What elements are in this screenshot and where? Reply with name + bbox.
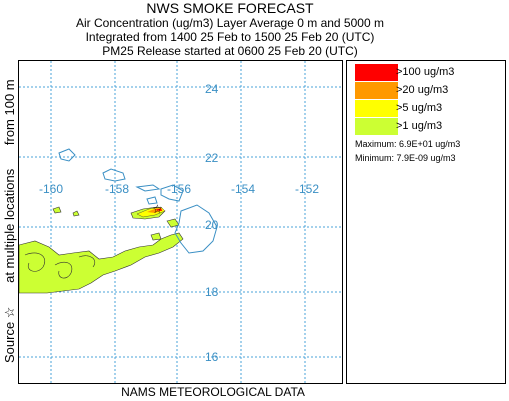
legend-swatch: [355, 100, 398, 117]
map-canvas: ☆ -160 -158 -156 -154 -152 24 22 20 18 1…: [19, 61, 342, 383]
maximum-value: Maximum: 6.9E+01 ug/m3: [355, 139, 461, 149]
lat-label-22: 22: [205, 151, 219, 165]
legend-swatch: [355, 82, 398, 99]
lat-label-24: 24: [205, 82, 219, 96]
lon-label-156: -156: [167, 182, 191, 196]
source-star-icon: ☆: [152, 202, 163, 216]
release-start: PM25 Release started at 0600 25 Feb 20 (…: [102, 44, 358, 58]
legend-item-gt1: >1 ug/m3: [355, 118, 500, 135]
legend-panel: >100 ug/m3 >20 ug/m3 >5 ug/m3 >1 ug/m3 M…: [346, 60, 506, 384]
legend-swatch: [355, 118, 398, 135]
graticule-labels: -160 -158 -156 -154 -152 24 22 20 18 16: [39, 82, 319, 364]
lat-label-16: 16: [205, 350, 219, 364]
lon-label-158: -158: [105, 182, 129, 196]
graticule: [19, 61, 342, 383]
source-label-part3: from 100 m: [2, 79, 17, 146]
lon-label-154: -154: [231, 182, 255, 196]
legend-item-gt5: >5 ug/m3: [355, 100, 500, 117]
meteorological-data-label: NAMS METEOROLOGICAL DATA: [121, 385, 305, 399]
smoke-swirl: [24, 252, 96, 279]
lon-label-160: -160: [39, 182, 63, 196]
source-label: Source ☆ at multiple locations from 100 …: [2, 73, 18, 373]
smoke-map: ☆ -160 -158 -156 -154 -152 24 22 20 18 1…: [18, 60, 343, 384]
legend-label: >1 ug/m3: [396, 120, 443, 132]
hawaii-big-island: [174, 204, 218, 254]
coastlines: [58, 148, 218, 254]
legend-label: >100 ug/m3: [396, 66, 455, 78]
oahu: [102, 168, 126, 182]
kauai: [58, 148, 76, 162]
molokai: [135, 184, 161, 192]
maui: [160, 184, 184, 202]
lon-label-152: -152: [295, 182, 319, 196]
legend-item-gt20: >20 ug/m3: [355, 82, 500, 99]
legend-swatch: [355, 64, 398, 81]
smoke-gt100: [155, 208, 162, 211]
smoke-gt1: [19, 206, 184, 294]
lat-label-20: 20: [205, 218, 219, 232]
concentration-description: Air Concentration (ug/m3) Layer Average …: [76, 16, 384, 30]
lanai: [146, 196, 158, 205]
legend-label: >5 ug/m3: [396, 102, 443, 114]
integration-period: Integrated from 1400 25 Feb to 1500 25 F…: [85, 30, 375, 44]
source-label-part2: at multiple locations: [2, 168, 17, 283]
lat-label-18: 18: [205, 285, 219, 299]
map-header: NWS SMOKE FORECAST Air Concentration (ug…: [0, 0, 460, 58]
legend-label: >20 ug/m3: [396, 84, 449, 96]
legend-item-gt100: >100 ug/m3: [355, 64, 500, 81]
forecast-title: NWS SMOKE FORECAST: [146, 0, 314, 16]
minimum-value: Minimum: 7.9E-09 ug/m3: [355, 153, 456, 163]
source-label-part1: Source ☆: [2, 306, 17, 363]
